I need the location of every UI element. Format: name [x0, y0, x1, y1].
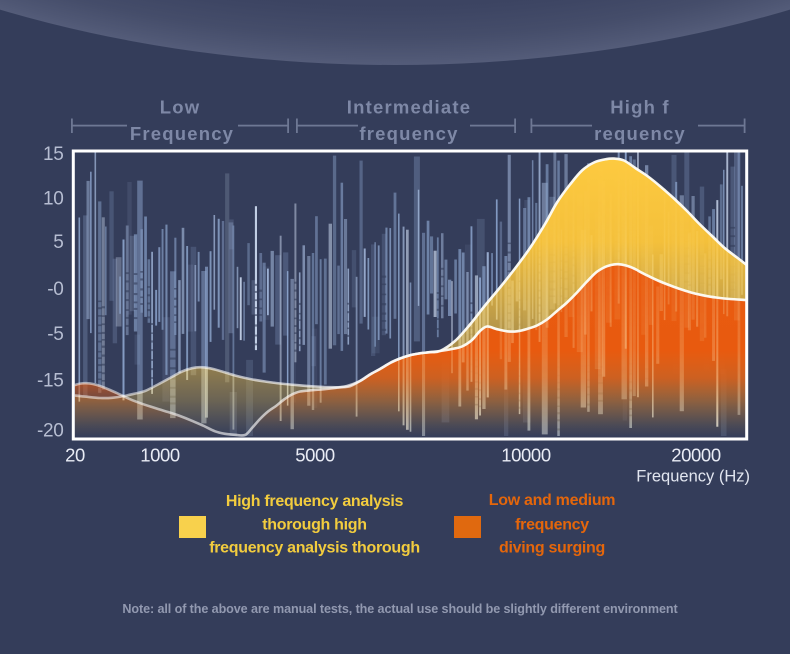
svg-text:High f: High f [610, 97, 670, 118]
svg-text:20: 20 [65, 445, 85, 466]
svg-text:-0: -0 [47, 279, 63, 300]
svg-text:requency: requency [594, 123, 686, 144]
svg-text:-5: -5 [47, 324, 63, 345]
svg-text:Frequency: Frequency [130, 123, 234, 144]
svg-text:Frequency (Hz): Frequency (Hz) [636, 468, 750, 486]
svg-text:-20: -20 [37, 421, 64, 442]
svg-text:Note: all of the above are man: Note: all of the above are manual tests,… [122, 602, 678, 616]
svg-text:10000: 10000 [501, 445, 551, 466]
svg-text:frequency: frequency [359, 123, 458, 144]
svg-text:15: 15 [43, 144, 64, 165]
svg-text:Intermediate: Intermediate [347, 97, 471, 118]
svg-text:10: 10 [43, 189, 64, 210]
svg-text:High frequency analysis: High frequency analysis [226, 493, 404, 510]
svg-text:thorough high: thorough high [262, 517, 367, 534]
svg-text:5: 5 [53, 232, 63, 253]
svg-text:5000: 5000 [295, 445, 335, 466]
svg-text:-15: -15 [37, 371, 64, 392]
svg-text:20000: 20000 [671, 445, 721, 466]
svg-text:Low and medium: Low and medium [489, 492, 616, 509]
svg-text:frequency analysis thorough: frequency analysis thorough [209, 540, 420, 557]
svg-text:frequency: frequency [515, 517, 589, 534]
svg-text:diving surging: diving surging [499, 540, 605, 557]
svg-text:1000: 1000 [140, 445, 180, 466]
svg-text:Low: Low [160, 97, 201, 118]
